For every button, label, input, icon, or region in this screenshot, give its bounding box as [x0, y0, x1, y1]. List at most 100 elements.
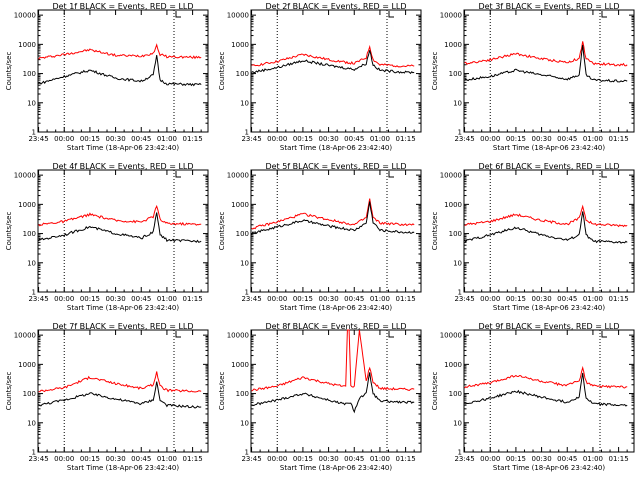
x-tick-label: 00:30: [318, 295, 338, 303]
y-tick-label: 1: [458, 449, 462, 457]
x-tick-label: 00:30: [531, 295, 551, 303]
x-tick-label: 01:15: [183, 455, 203, 463]
x-tick-label: 00:45: [557, 455, 577, 463]
x-tick-label: 00:15: [80, 455, 100, 463]
x-tick-label: 00:30: [318, 135, 338, 143]
plot-frame: [37, 9, 209, 133]
x-tick-label: 23:45: [454, 135, 474, 143]
y-tick-label: 10000: [227, 332, 249, 340]
x-tick-label: 23:45: [241, 135, 261, 143]
series-line-lld: [251, 329, 415, 392]
y-tick-label: 100: [236, 230, 249, 238]
panel-title: Det 6f BLACK = Events, RED = LLD: [478, 162, 619, 171]
y-tick-label: 100: [449, 390, 462, 398]
x-axis-label: Start Time (18-Apr-06 23:42:40): [493, 144, 605, 152]
y-axis-label: Counts/sec: [431, 52, 439, 91]
x-tick-label: 23:45: [454, 295, 474, 303]
series-line-lld: [251, 44, 415, 68]
x-tick-label: 01:00: [157, 455, 177, 463]
series-line-events: [464, 44, 628, 83]
y-tick-label: 100: [23, 390, 36, 398]
series-line-lld: [464, 204, 628, 228]
x-tick-label: 00:00: [480, 455, 500, 463]
panel-det-3: Det 3f BLACK = Events, RED = LLD 1 10 100 10…: [431, 2, 635, 152]
x-axis-label: Start Time (18-Apr-06 23:42:40): [493, 304, 605, 312]
x-tick-label: 00:30: [105, 455, 125, 463]
x-tick-label: 00:45: [557, 135, 577, 143]
series-line-events: [38, 381, 202, 409]
y-tick-label: 1: [245, 289, 249, 297]
panel-title: Det 9f BLACK = Events, RED = LLD: [478, 322, 619, 331]
series-line-lld: [38, 371, 202, 393]
x-axis-label: Start Time (18-Apr-06 23:42:40): [67, 464, 179, 472]
panel-title: Det 1f BLACK = Events, RED = LLD: [52, 2, 193, 11]
series-line-lld: [38, 204, 202, 227]
x-tick-label: 00:45: [344, 295, 364, 303]
bracket-marker-icon: [175, 11, 181, 18]
bracket-marker-icon: [601, 11, 607, 18]
y-tick-label: 1000: [444, 41, 462, 49]
series-line-events: [38, 55, 202, 87]
series-line-events: [464, 211, 628, 244]
x-tick-label: 23:45: [28, 135, 48, 143]
plot-frame: [463, 329, 635, 453]
series-line-events: [251, 50, 415, 75]
panel-det-7: Det 7f BLACK = Events, RED = LLD 1 10 100 10…: [5, 322, 209, 472]
x-tick-label: 00:00: [267, 135, 287, 143]
y-tick-label: 1: [32, 129, 36, 137]
x-tick-label: 23:45: [28, 295, 48, 303]
plot-frame: [463, 169, 635, 293]
y-tick-label: 10: [27, 99, 36, 107]
y-tick-label: 10: [240, 99, 249, 107]
panel-title: Det 5f BLACK = Events, RED = LLD: [265, 162, 406, 171]
y-tick-label: 10: [240, 419, 249, 427]
panel-det-8: Det 8f BLACK = Events, RED = LLD 1 10 100 10…: [218, 322, 422, 472]
y-tick-label: 10: [453, 99, 462, 107]
plot-frame: [37, 329, 209, 453]
x-tick-label: 00:00: [54, 135, 74, 143]
y-tick-label: 1000: [231, 201, 249, 209]
bracket-marker-icon: [388, 331, 394, 338]
series-line-lld: [464, 41, 628, 67]
x-axis-label: Start Time (18-Apr-06 23:42:40): [280, 304, 392, 312]
x-tick-label: 01:00: [157, 135, 177, 143]
panel-det-4: Det 4f BLACK = Events, RED = LLD 1 10 100 10…: [5, 162, 209, 312]
x-tick-label: 23:45: [241, 295, 261, 303]
plot-frame: [250, 9, 422, 133]
x-axis-label: Start Time (18-Apr-06 23:42:40): [280, 144, 392, 152]
x-tick-label: 23:45: [454, 455, 474, 463]
x-tick-label: 01:00: [583, 455, 603, 463]
series-line-lld: [464, 365, 628, 389]
x-tick-label: 01:00: [583, 135, 603, 143]
y-tick-label: 100: [449, 230, 462, 238]
x-tick-label: 01:15: [609, 295, 629, 303]
x-tick-label: 00:15: [80, 295, 100, 303]
bracket-marker-icon: [601, 171, 607, 178]
x-tick-label: 00:15: [506, 135, 526, 143]
y-tick-label: 1000: [444, 361, 462, 369]
series-line-lld: [38, 43, 202, 60]
x-tick-label: 01:15: [396, 295, 416, 303]
y-tick-label: 10000: [14, 332, 36, 340]
y-tick-label: 100: [23, 230, 36, 238]
panel-det-1: Det 1f BLACK = Events, RED = LLD 1 10 100 10…: [5, 2, 209, 152]
x-tick-label: 01:15: [609, 455, 629, 463]
panel-title: Det 2f BLACK = Events, RED = LLD: [265, 2, 406, 11]
y-axis-label: Counts/sec: [5, 212, 13, 251]
x-tick-label: 01:00: [583, 295, 603, 303]
y-axis-label: Counts/sec: [218, 52, 226, 91]
y-tick-label: 1000: [18, 41, 36, 49]
y-tick-label: 100: [23, 70, 36, 78]
y-tick-label: 100: [449, 70, 462, 78]
y-tick-label: 10: [240, 259, 249, 267]
y-tick-label: 1: [458, 289, 462, 297]
y-tick-label: 10000: [227, 172, 249, 180]
y-tick-label: 1000: [18, 201, 36, 209]
x-tick-label: 23:45: [241, 455, 261, 463]
panel-det-5: Det 5f BLACK = Events, RED = LLD 1 10 100 10…: [218, 162, 422, 312]
y-tick-label: 10000: [440, 12, 462, 20]
panel-title: Det 7f BLACK = Events, RED = LLD: [52, 322, 193, 331]
bracket-marker-icon: [388, 11, 394, 18]
